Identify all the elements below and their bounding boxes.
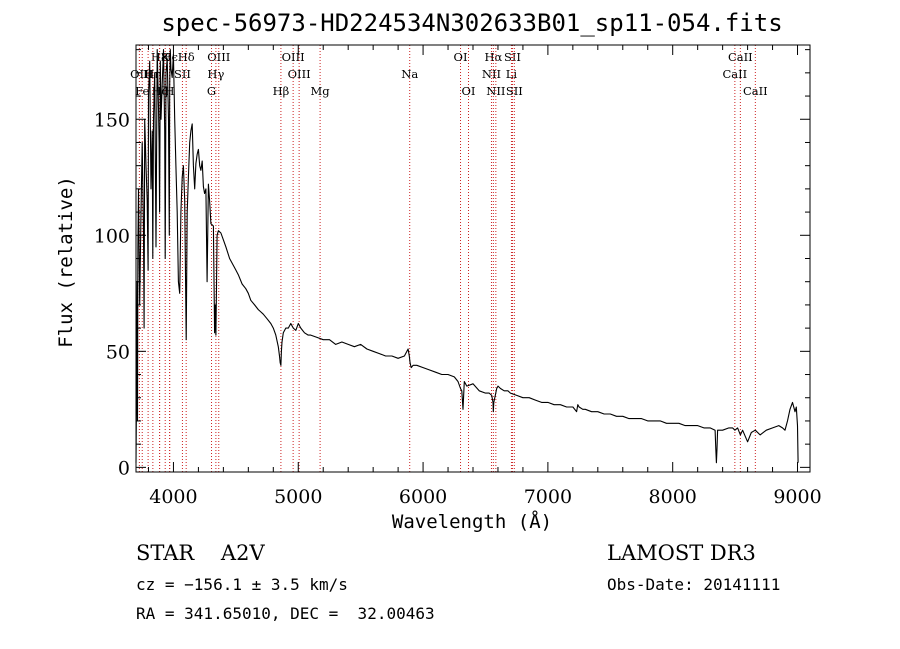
x-tick-label-3: 7000 xyxy=(524,486,572,508)
line-label-2: Fe xyxy=(135,84,149,98)
line-label-1: OII xyxy=(130,67,149,81)
line-label-19: OI xyxy=(454,50,468,64)
y-tick-label-2: 100 xyxy=(94,225,130,247)
cz-value: cz = −156.1 ± 3.5 km/s xyxy=(136,575,348,594)
line-label-15: OIII xyxy=(288,67,311,81)
x-tick-label-2: 6000 xyxy=(399,486,447,508)
y-tick-label-1: 50 xyxy=(106,341,130,363)
x-tick-label-4: 8000 xyxy=(649,486,697,508)
x-tick-label-1: 5000 xyxy=(274,486,322,508)
chart-title: spec-56973-HD224534N302633B01_sp11-054.f… xyxy=(161,9,782,37)
line-label-13: G xyxy=(207,84,216,98)
line-label-27: CaII xyxy=(728,50,753,64)
line-label-20: OI xyxy=(462,84,476,98)
line-label-11: OIII xyxy=(207,50,230,64)
ra-dec-value: RA = 341.65010, DEC = 32.00463 xyxy=(136,604,435,623)
line-label-18: Na xyxy=(401,67,418,81)
line-label-17: Mg xyxy=(311,84,331,98)
y-axis-label: Flux (relative) xyxy=(55,176,77,348)
line-label-24: SII xyxy=(504,50,521,64)
line-label-23: NII xyxy=(486,84,505,98)
obs-date: Obs-Date: 20141111 xyxy=(607,575,780,594)
x-tick-label-5: 9000 xyxy=(773,486,821,508)
axis-ticks: 4000 5000 6000 7000 8000 9000 0 50 100 150 xyxy=(94,45,822,508)
line-label-25: Li xyxy=(506,67,518,81)
y-tick-label-3: 150 xyxy=(94,109,130,131)
line-label-21: Hα xyxy=(484,50,502,64)
line-label-7: Hη xyxy=(144,67,161,81)
line-label-8: Hδ xyxy=(178,50,195,64)
line-label-28: CaII xyxy=(722,67,747,81)
object-class: STAR A2V xyxy=(136,541,265,565)
spectrum-line-0 xyxy=(135,49,799,464)
plot-frame xyxy=(135,44,811,473)
line-label-22: NII xyxy=(482,67,501,81)
spectrum-series xyxy=(135,49,799,464)
line-label-9: SII xyxy=(174,67,191,81)
line-label-5: K xyxy=(161,50,170,64)
line-label-4: H xyxy=(143,67,153,81)
x-tick-label-0: 4000 xyxy=(149,486,197,508)
line-label-14: OIII xyxy=(282,50,305,64)
survey-name: LAMOST DR3 xyxy=(607,541,756,565)
line-label-12: Hγ xyxy=(207,67,224,81)
line-label-26: SII xyxy=(506,84,523,98)
y-tick-label-0: 0 xyxy=(118,457,130,479)
line-label-29: CaII xyxy=(743,84,768,98)
line-label-16: Hβ xyxy=(273,84,290,98)
x-axis-label: Wavelength (Å) xyxy=(392,510,552,533)
